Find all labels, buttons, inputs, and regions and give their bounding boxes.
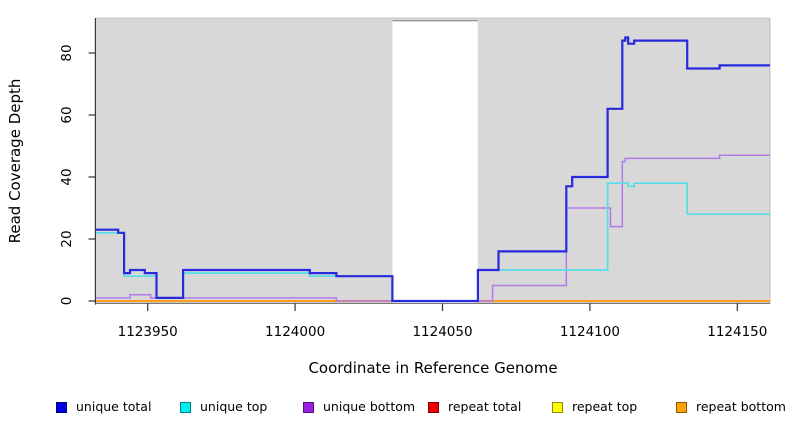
legend-label: repeat bottom [696,399,786,414]
series-line-unique-total [96,36,770,303]
x-axis-title: Coordinate in Reference Genome [308,359,557,377]
y-axis-title: Read Coverage Depth [6,79,24,244]
x-tick-label: 1124150 [707,324,767,340]
legend-item-repeat-top: repeat top [552,399,637,415]
legend-label: repeat top [572,399,638,414]
unique-total-swatch-icon [56,401,67,413]
x-tick-label: 1124000 [265,324,325,340]
legend-label: repeat total [448,399,522,414]
legend-label: unique total [76,399,152,414]
unique-bottom-swatch-icon [303,401,314,413]
x-tick-label: 1124050 [412,324,472,340]
legend-label: unique bottom [323,399,416,414]
x-tick-label: 1123950 [118,324,178,340]
repeat-total-swatch-icon [428,401,439,413]
y-tick-label: 20 [59,230,75,247]
plot-background-layer [96,17,771,304]
legend-item-unique-total: unique total [56,399,151,415]
y-tick-label: 40 [59,168,75,185]
repeat-bottom-swatch-icon [676,401,687,413]
repeat-top-swatch-icon [552,401,563,413]
legend-item-unique-top: unique top [180,399,267,415]
legend-item-unique-bottom: unique bottom [303,399,415,415]
legend-item-repeat-bottom: repeat bottom [676,399,786,415]
legend: unique total unique top unique bottom re… [0,399,792,419]
legend-label: unique top [200,399,268,414]
legend-item-repeat-total: repeat total [428,399,521,415]
unique-top-swatch-icon [180,401,191,413]
series-layer [96,36,770,303]
axis-layer: 1123950 1124000 1124050 1124100 1124150 0 20 40… [59,18,770,340]
y-tick-label: 60 [59,106,75,123]
y-tick-label: 0 [59,297,75,306]
masked-region-band [392,21,478,304]
x-tick-label: 1124100 [560,324,620,340]
y-tick-label: 80 [59,44,75,61]
